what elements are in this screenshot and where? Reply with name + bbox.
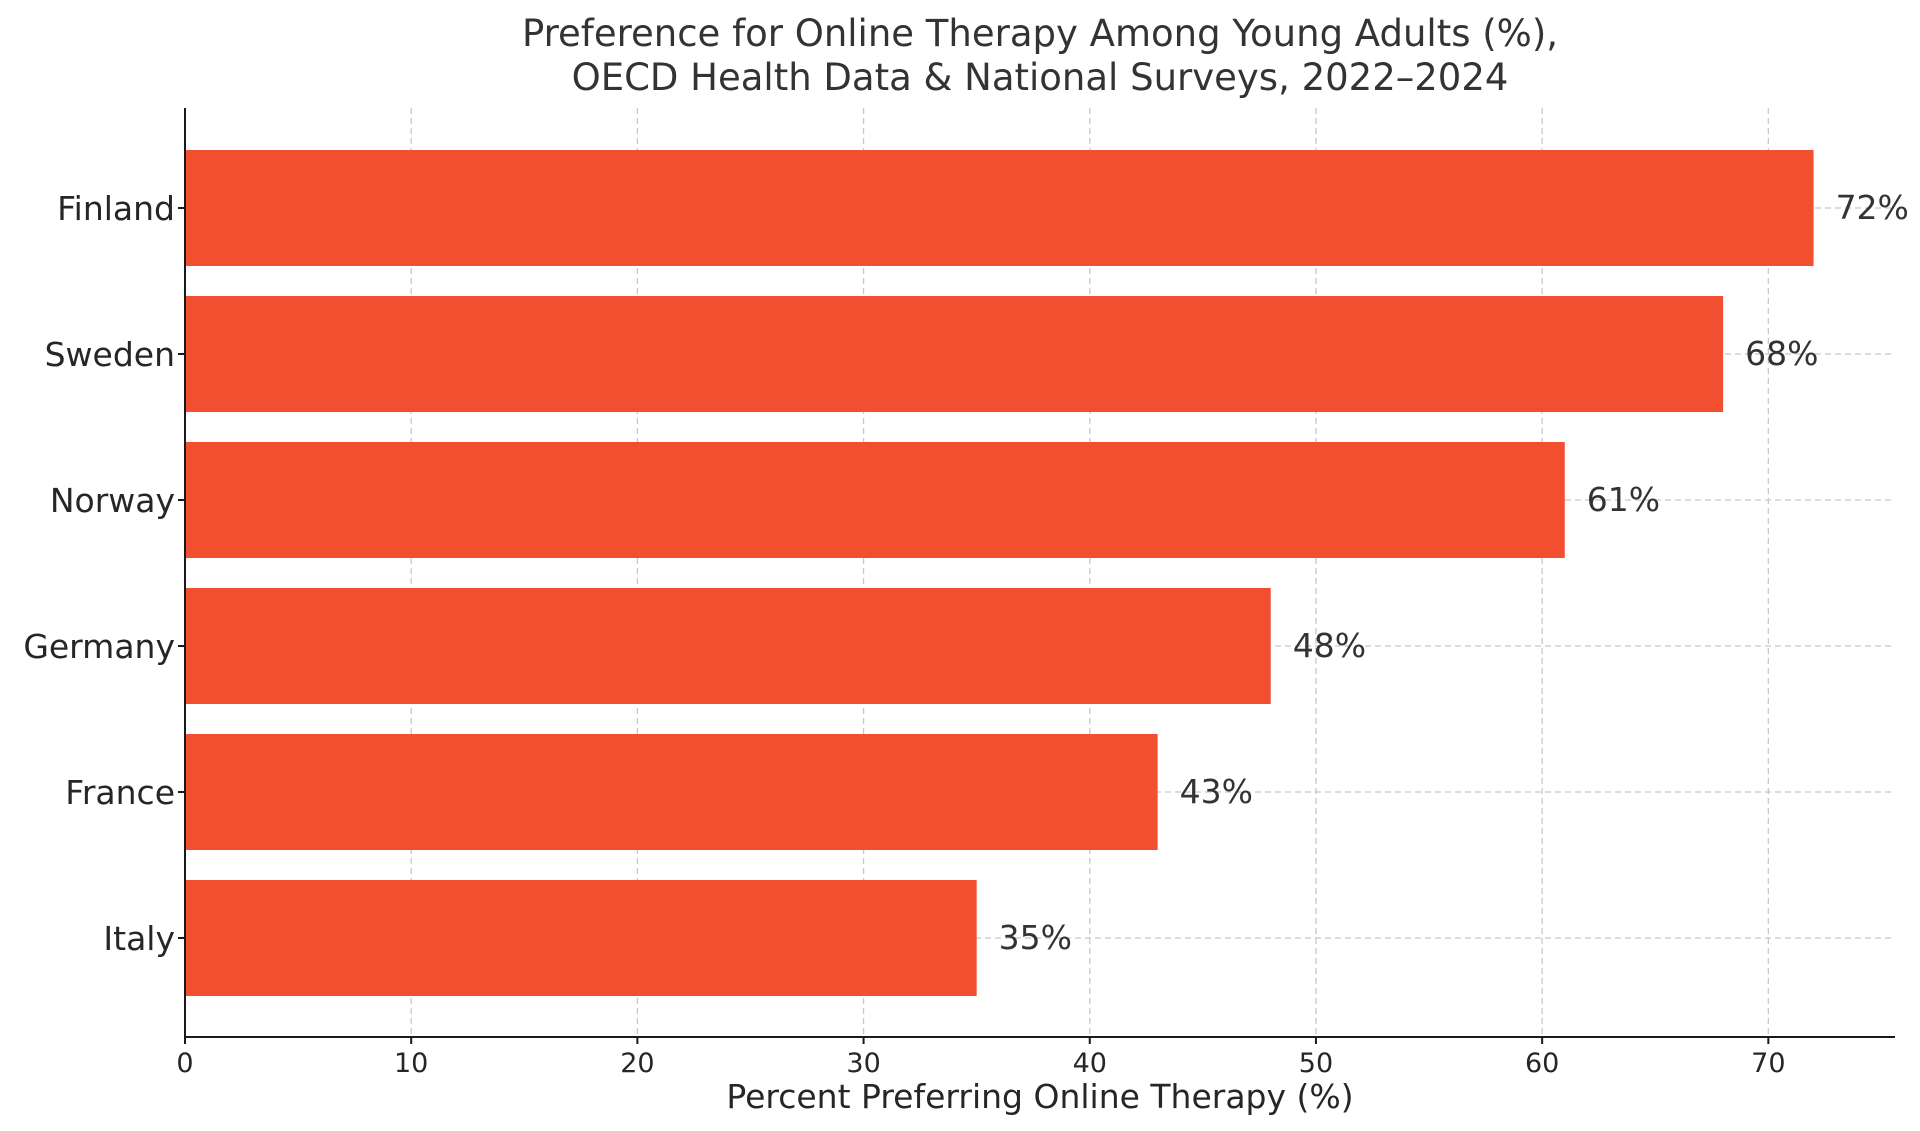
x-tick-label: 60 [1525, 1048, 1559, 1079]
data-label: 72% [1836, 188, 1909, 227]
category-label: Finland [57, 189, 175, 228]
data-label: 61% [1587, 480, 1660, 519]
category-label: Italy [103, 919, 175, 958]
x-tick-label: 40 [1073, 1048, 1107, 1079]
bar [185, 442, 1565, 558]
x-tick-label: 20 [620, 1048, 654, 1079]
data-label: 48% [1293, 626, 1366, 665]
bar [185, 734, 1158, 850]
bar [185, 588, 1271, 704]
data-label: 43% [1180, 772, 1253, 811]
chart-title-line-1: Preference for Online Therapy Among Youn… [522, 12, 1558, 55]
bars [185, 150, 1814, 996]
x-tick-label: 70 [1751, 1048, 1785, 1079]
category-label: Norway [50, 481, 175, 520]
category-label: France [65, 773, 175, 812]
data-label: 68% [1745, 334, 1818, 373]
bar [185, 880, 977, 996]
category-label: Germany [23, 627, 175, 666]
data-labels: 72% 68% 61% 48% 43% 35% [999, 188, 1909, 957]
x-tick-label: 0 [176, 1048, 193, 1079]
bar [185, 150, 1814, 266]
x-tick-label: 50 [1299, 1048, 1333, 1079]
category-label: Sweden [45, 335, 175, 374]
x-tick-label: 30 [846, 1048, 880, 1079]
x-tick-label: 10 [394, 1048, 428, 1079]
axes: Finland Sweden Norway Germany France Italy 0 10… [23, 108, 1895, 1079]
data-label: 35% [999, 918, 1072, 957]
chart-title-line-2: OECD Health Data & National Surveys, 202… [572, 56, 1509, 99]
x-axis-label: Percent Preferring Online Therapy (%) [726, 1077, 1353, 1116]
bar [185, 296, 1724, 412]
